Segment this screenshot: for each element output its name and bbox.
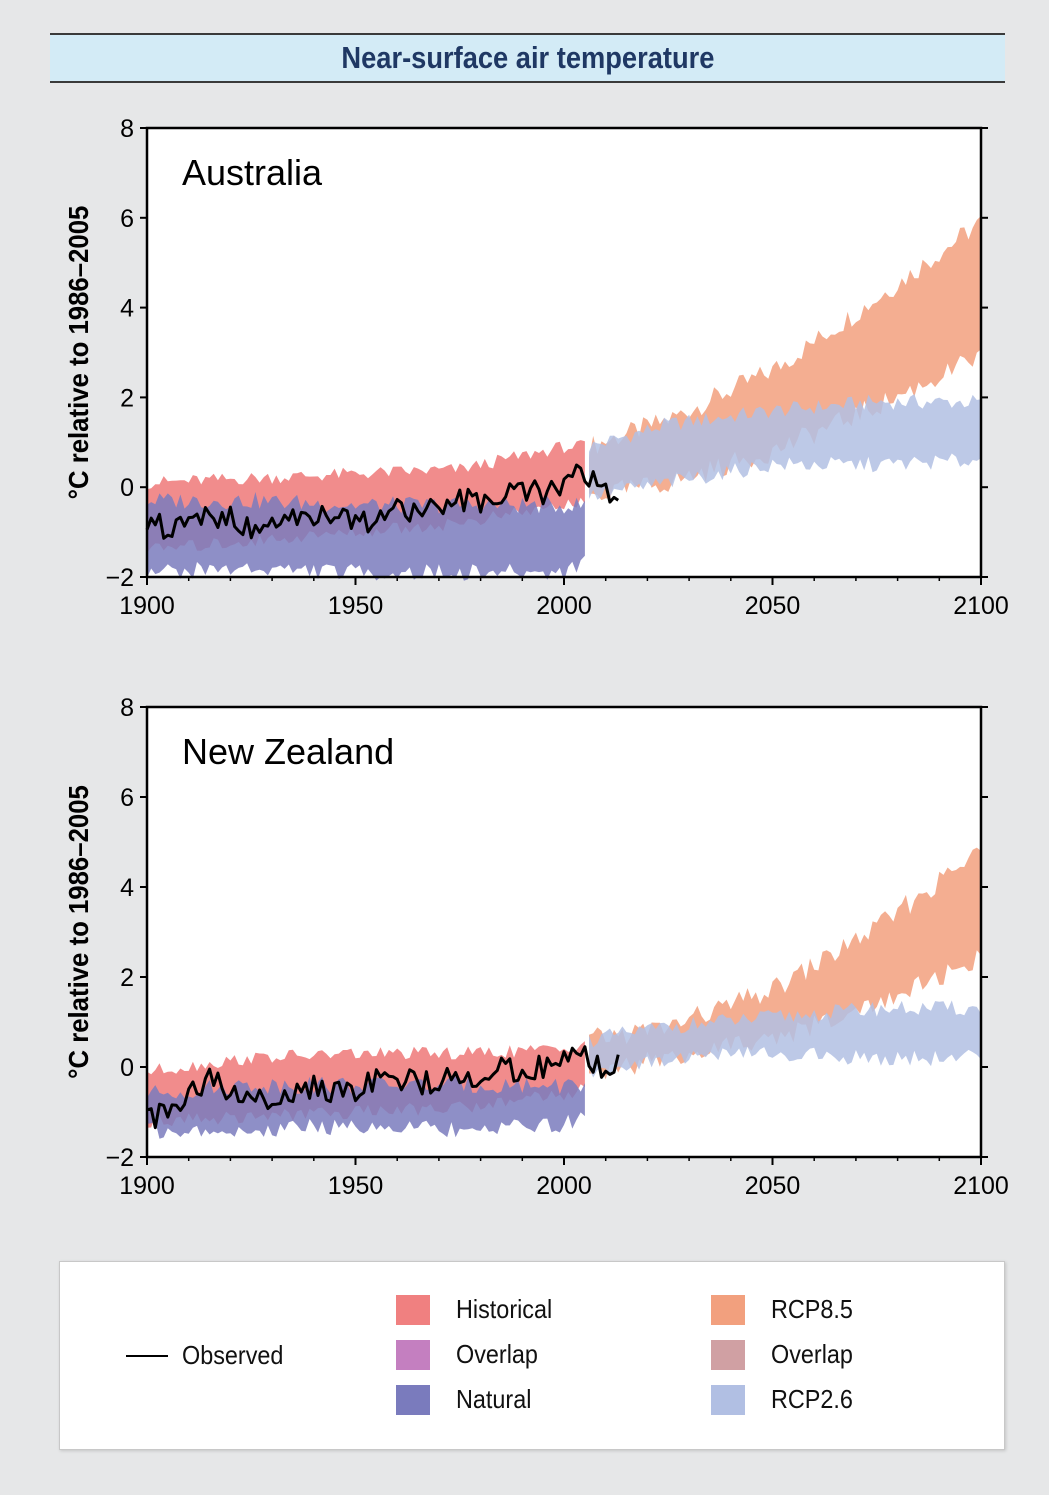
x-tick-label: 2000	[536, 1172, 592, 1200]
y-tick-label: 0	[120, 474, 134, 502]
x-tick-label: 2100	[953, 592, 1009, 620]
natural-swatch	[396, 1384, 430, 1415]
legend-overlap-rcp-label: Overlap	[771, 1339, 853, 1369]
legend-observed-label: Observed	[182, 1340, 284, 1370]
legend-rcp85-label: RCP8.5	[771, 1294, 853, 1324]
panel-australia: −2 0 2 4 6 8 1900 1950 2000 2050 2100 °C relative t…	[63, 115, 1009, 620]
x-tick-label: 1950	[328, 1172, 384, 1200]
y-tick-label: 0	[120, 1054, 134, 1082]
x-tick-label: 2100	[953, 1172, 1009, 1200]
historical-swatch	[396, 1294, 430, 1325]
y-tick-label: −2	[105, 564, 134, 592]
observed-line-swatch	[126, 1354, 168, 1357]
panel-new-zealand: −2 0 2 4 6 8 1900 1950 2000 2050 2100 °C relative t…	[63, 694, 1009, 1200]
y-tick-label: 2	[120, 964, 134, 992]
y-tick-label: 4	[120, 874, 134, 902]
y-tick-label: 6	[120, 205, 134, 233]
natural-band	[147, 1076, 585, 1139]
x-tick-label: 2050	[745, 592, 801, 620]
legend-rcp26-label: RCP2.6	[771, 1384, 853, 1414]
x-tick-label: 2050	[745, 1172, 801, 1200]
legend-overlap-rcp: Overlap	[711, 1339, 862, 1370]
y-tick-label: −2	[105, 1144, 134, 1172]
x-tick-label: 1900	[119, 1172, 175, 1200]
x-tick-label: 2000	[536, 592, 592, 620]
y-tick-label: 4	[120, 295, 134, 323]
y-axis-label: °C relative to 1986–2005	[63, 206, 94, 500]
rcp85-swatch	[711, 1294, 745, 1325]
y-tick-label: 8	[120, 694, 134, 722]
panel-title: Australia	[182, 152, 323, 193]
x-tick-label: 1900	[119, 592, 175, 620]
legend-natural-label: Natural	[456, 1384, 532, 1414]
legend-rcp26: RCP2.6	[711, 1384, 862, 1415]
charts-svg: −2 0 2 4 6 8 1900 1950 2000 2050 2100 °C relative t…	[63, 115, 1009, 1200]
legend-observed: Observed	[126, 1340, 295, 1371]
legend: Observed Historical Overlap Natural RCP8…	[59, 1261, 1005, 1450]
rcp26-band	[589, 1000, 981, 1078]
natural-band	[147, 492, 585, 582]
legend-rcp85: RCP8.5	[711, 1294, 862, 1325]
legend-overlap-hist: Overlap	[396, 1339, 547, 1370]
legend-overlap-hist-label: Overlap	[456, 1339, 538, 1369]
overlap-hist-swatch	[396, 1339, 430, 1370]
rcp85-band	[589, 847, 981, 1080]
title-bar: Near-surface air temperature	[50, 33, 1005, 83]
y-tick-label: 6	[120, 784, 134, 812]
observed-line	[146, 1045, 620, 1130]
y-axis-label: °C relative to 1986–2005	[63, 785, 94, 1079]
rcp26-band	[589, 394, 981, 500]
legend-historical-label: Historical	[456, 1294, 553, 1324]
rcp26-swatch	[711, 1384, 745, 1415]
legend-natural: Natural	[396, 1384, 540, 1415]
y-tick-label: 8	[120, 115, 134, 143]
x-tick-label: 1950	[328, 592, 384, 620]
observed-line	[145, 463, 620, 540]
y-tick-label: 2	[120, 384, 134, 412]
page-title: Near-surface air temperature	[340, 40, 714, 75]
panel-title: New Zealand	[182, 731, 394, 772]
overlap-rcp-swatch	[711, 1339, 745, 1370]
legend-historical: Historical	[396, 1294, 563, 1325]
